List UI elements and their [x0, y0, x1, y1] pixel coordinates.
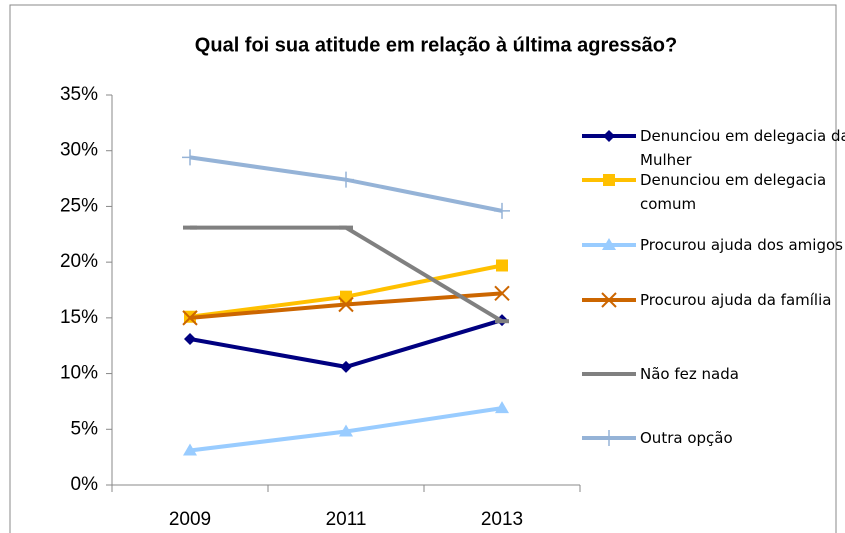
marker [182, 310, 198, 326]
legend-marker [603, 130, 615, 142]
legend-marker [601, 292, 617, 308]
marker [184, 333, 196, 346]
y-tick-label: 15% [60, 307, 98, 328]
chart-title: Qual foi sua atitude em relação à última… [195, 34, 677, 56]
x-tick-label: 2009 [169, 509, 211, 530]
marker [495, 401, 509, 414]
y-tick-label: 30% [60, 140, 98, 161]
legend-marker [601, 430, 617, 446]
legend-label: Não fez nada [640, 365, 739, 383]
legend-label: Outra opção [640, 429, 733, 447]
y-tick-label: 0% [71, 474, 99, 495]
legend-label: Denunciou em delegacia da Mulher [640, 127, 845, 169]
chart-border [9, 4, 837, 533]
y-tick-label: 35% [60, 84, 98, 105]
legend-label: Procurou ajuda dos amigos [640, 236, 843, 254]
marker [339, 424, 353, 437]
marker [338, 296, 354, 313]
series-line [189, 318, 503, 369]
y-tick-label: 5% [71, 418, 99, 439]
y-tick-label: 25% [60, 195, 98, 216]
marker [338, 171, 354, 188]
legend-label: Denunciou em delegacia comum [640, 171, 827, 213]
y-tick-label: 10% [60, 363, 98, 384]
marker [494, 285, 510, 302]
marker [183, 443, 197, 456]
x-tick-label: 2011 [326, 509, 367, 530]
legend-label: Procurou ajuda da família [640, 291, 832, 309]
legend-marker [602, 238, 616, 250]
marker [494, 202, 510, 219]
legend-marker [603, 174, 615, 186]
marker [340, 360, 352, 373]
marker [340, 290, 352, 303]
y-tick-label: 20% [60, 251, 98, 272]
marker [496, 259, 508, 272]
marker [182, 149, 198, 166]
x-tick-label: 2013 [481, 509, 523, 530]
